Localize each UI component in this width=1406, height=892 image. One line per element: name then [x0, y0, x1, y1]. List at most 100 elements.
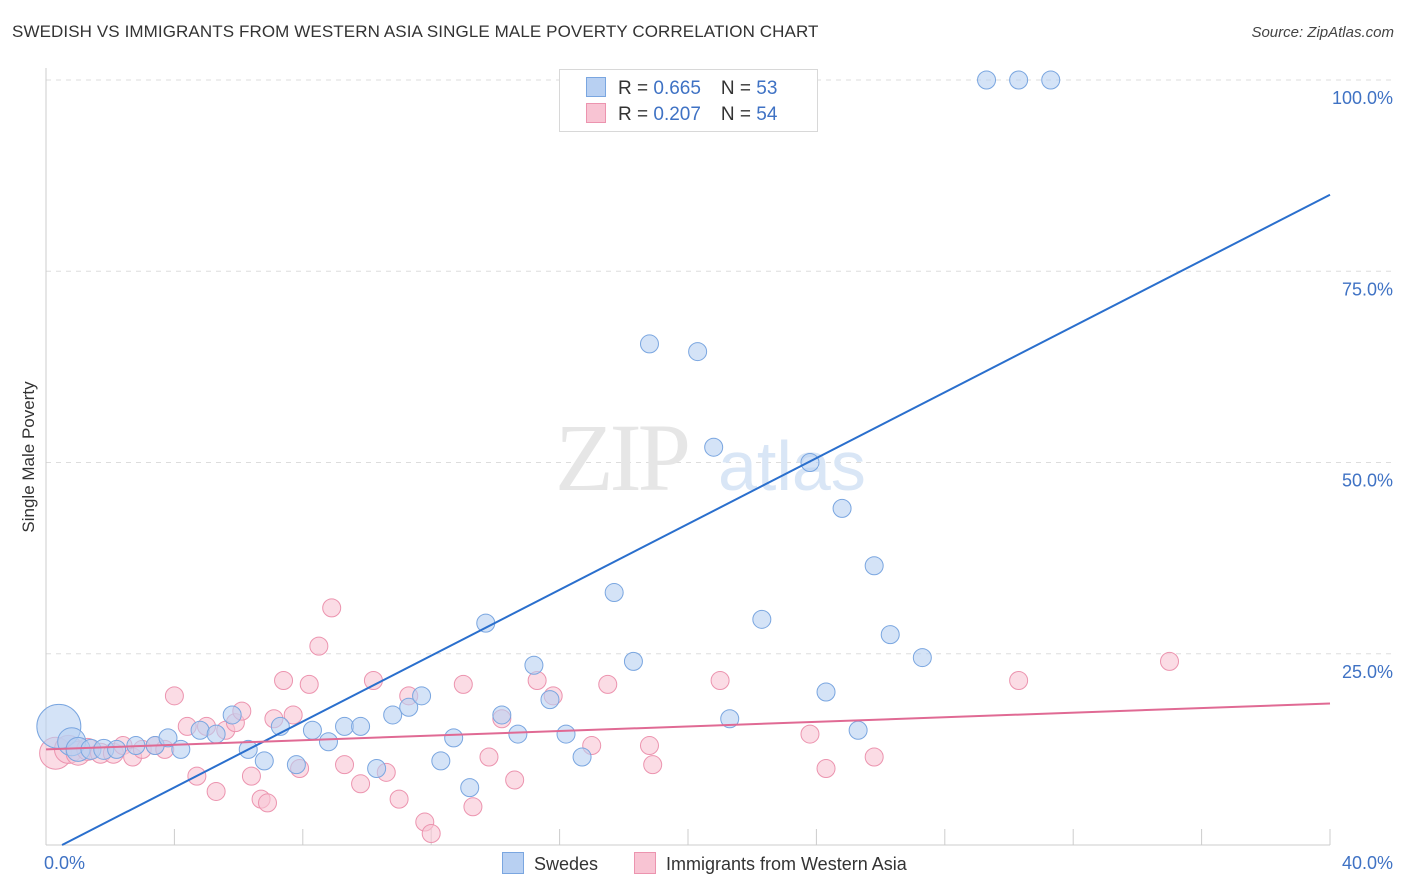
swedes-point — [318, 732, 338, 752]
western-asia-point — [241, 766, 261, 786]
swedes-point — [720, 709, 740, 729]
western-asia-point — [453, 674, 473, 694]
western-asia-point — [800, 724, 820, 744]
bottom-legend-western-asia: Immigrants from Western Asia — [634, 852, 907, 875]
western-asia-point — [257, 793, 277, 813]
y-axis-label: Single Male Poverty — [19, 381, 38, 533]
swedes-point — [623, 651, 643, 671]
western-asia-point — [322, 598, 342, 618]
swedes-point — [107, 739, 127, 759]
swedes-point — [816, 682, 836, 702]
swedes-point — [335, 716, 355, 736]
swedes-point — [688, 342, 708, 362]
swedes-point — [977, 70, 997, 90]
legend-row-western-asia: R = 0.207 N = 54 — [586, 103, 777, 127]
legend-r-value: 0.207 — [653, 104, 701, 125]
western-asia-point — [710, 671, 730, 691]
swedes-point — [383, 705, 403, 725]
swedes-point — [540, 690, 560, 710]
western-asia-point — [505, 770, 525, 790]
western-asia-point — [363, 671, 383, 691]
western-asia-point — [299, 674, 319, 694]
legend-n-label: N = — [720, 104, 757, 125]
legend-n-label: N = — [720, 78, 757, 99]
swedes-point — [444, 728, 464, 748]
western-asia-point — [639, 736, 659, 756]
legend-r-label: R = — [618, 104, 654, 125]
legend-row-swedes: R = 0.665 N = 53 — [586, 77, 777, 101]
bottom-legend-label-swedes: Swedes — [534, 854, 599, 874]
western-asia-point — [335, 755, 355, 775]
swedes-point — [190, 720, 210, 740]
swedes-point — [222, 705, 242, 725]
x-tick-label-max: 40.0% — [1342, 853, 1393, 873]
western-asia-point — [643, 755, 663, 775]
swedes-point — [508, 724, 528, 744]
swedes-point — [524, 655, 544, 675]
chart-title: SWEDISH VS IMMIGRANTS FROM WESTERN ASIA … — [12, 22, 819, 41]
swedes-point — [704, 437, 724, 457]
swedes-point — [399, 697, 419, 717]
legend: R = 0.665 N = 53 R = 0.207 N = 54 — [559, 69, 818, 132]
swedes-point — [848, 720, 868, 740]
x-tick-label-min: 0.0% — [44, 853, 85, 873]
swedes-point — [367, 759, 387, 778]
y-tick-labels: 25.0% 50.0% 75.0% 100.0% — [1332, 88, 1393, 682]
grid-lines — [46, 79, 1393, 655]
western-asia-point — [389, 789, 409, 809]
western-asia-point — [206, 781, 226, 801]
bottom-legend-swatch-blue — [502, 852, 524, 874]
western-asia-point — [527, 671, 547, 691]
swedes-point — [572, 747, 592, 767]
swedes-trend-line — [61, 193, 1331, 846]
watermark-zip: ZIP — [555, 404, 688, 511]
swedes-point — [1009, 70, 1029, 90]
swedes-point — [351, 716, 371, 736]
swedes-point — [158, 728, 178, 748]
legend-r-value: 0.665 — [653, 78, 701, 99]
legend-swatch-pink — [586, 103, 606, 123]
western-asia-point — [1160, 651, 1179, 671]
watermark-atlas: atlas — [718, 427, 866, 505]
bottom-legend-swedes: Swedes — [502, 852, 598, 875]
swedes-point — [1041, 70, 1061, 90]
western-asia-point — [598, 674, 618, 694]
chart-source: Source: ZipAtlas.com — [1251, 24, 1394, 41]
western-asia-point — [864, 747, 884, 767]
swedes-point — [912, 648, 932, 668]
swedes-point — [412, 686, 432, 706]
swedes-point — [556, 724, 576, 744]
trend-lines — [45, 193, 1331, 846]
western-asia-point — [283, 705, 303, 725]
legend-swatch-blue — [586, 77, 606, 97]
western-asia-point — [421, 824, 441, 844]
western-asia-point — [274, 671, 294, 691]
swedes-point — [752, 609, 772, 629]
swedes-point — [864, 556, 884, 576]
western-asia-point — [816, 759, 836, 778]
y-tick-label: 50.0% — [1342, 471, 1393, 491]
western-asia-trend-line — [45, 702, 1331, 751]
legend-n-value: 54 — [756, 104, 778, 125]
swedes-point — [254, 751, 274, 771]
western-asia-point — [1009, 671, 1029, 691]
swedes-point — [460, 778, 480, 798]
swedes-point — [639, 334, 659, 354]
swedes-point — [206, 724, 226, 744]
swedes-point — [832, 498, 852, 518]
bottom-legend-label-western-asia: Immigrants from Western Asia — [666, 854, 907, 874]
y-tick-label: 25.0% — [1342, 662, 1393, 682]
bottom-legend-swatch-pink — [634, 852, 656, 874]
y-tick-label: 100.0% — [1332, 88, 1393, 108]
swedes-point — [302, 720, 322, 740]
western-asia-point — [463, 797, 483, 817]
swedes-point — [880, 625, 900, 645]
swedes-point — [171, 739, 191, 759]
swedes-point — [286, 755, 306, 775]
legend-n-value: 53 — [756, 78, 778, 99]
swedes-point — [476, 613, 496, 633]
series-western-asia-points — [39, 598, 1179, 844]
swedes-point — [604, 583, 624, 603]
swedes-point — [492, 705, 512, 725]
